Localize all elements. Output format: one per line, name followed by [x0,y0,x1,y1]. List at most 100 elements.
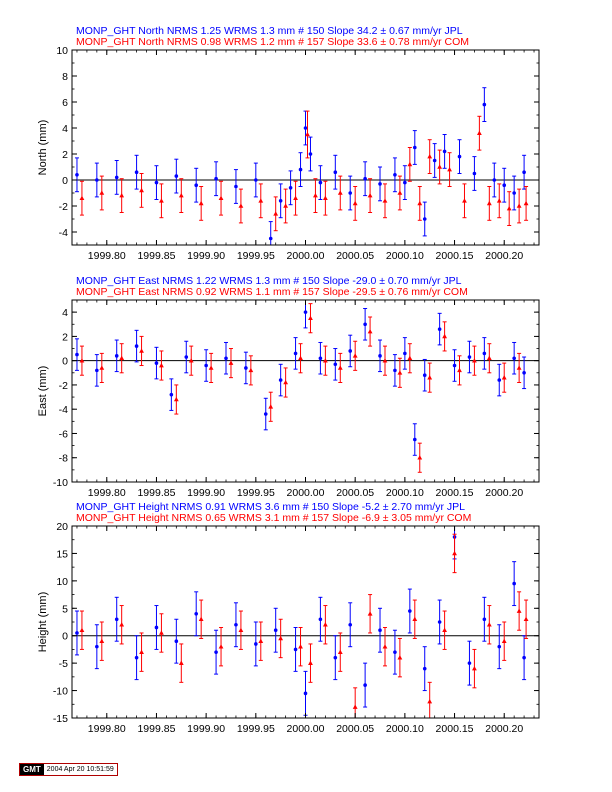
data-point [442,321,448,352]
title-line-jpl: MONP_GHT East NRMS 1.22 WRMS 1.3 mm # 15… [76,275,462,287]
data-point [154,165,159,200]
data-point [482,87,487,122]
data-point [305,110,310,159]
marker-triangle [159,362,164,368]
data-point [293,626,298,672]
marker-triangle [273,211,279,216]
data-point [238,610,244,650]
marker-triangle [337,365,343,370]
data-point [214,161,219,197]
marker-circle [154,361,159,365]
x-tick-label: 2000.15 [436,487,474,499]
data-point [139,173,144,208]
marker-circle [412,145,417,150]
marker-circle [432,158,437,163]
data-point [233,602,238,648]
marker-circle [437,620,442,624]
data-point [412,423,417,456]
data-point [318,341,323,375]
marker-triangle [159,198,164,203]
data-point [382,345,388,376]
marker-circle [244,366,248,370]
marker-triangle [218,644,224,649]
marker-triangle [442,333,448,339]
marker-circle [408,609,412,613]
marker-circle [318,180,323,185]
marker-triangle [178,660,184,665]
data-point [442,134,447,169]
marker-circle [214,176,218,181]
data-point [313,178,318,213]
marker-circle [95,178,99,182]
marker-circle [363,683,367,687]
marker-triangle [501,375,507,380]
marker-triangle [397,655,403,660]
data-point [238,188,244,224]
series-com [79,533,529,718]
marker-circle [333,655,338,660]
title-line-com: MONP_GHT East NRMS 0.92 WRMS 1.1 mm # 15… [76,286,468,298]
marker-triangle [516,203,522,208]
data-point [184,340,189,374]
x-tick-label: 2000.05 [336,250,374,262]
marker-triangle [159,630,164,635]
data-point [278,363,283,397]
data-point [522,635,527,681]
marker-triangle [352,200,358,206]
marker-triangle [173,396,179,402]
data-point [79,610,85,650]
marker-triangle [283,379,289,385]
marker-circle [467,355,472,359]
data-point [303,110,308,146]
x-tick-label: 2000.00 [287,723,325,735]
data-point [218,180,224,216]
data-point [427,362,433,393]
data-point [154,346,159,380]
data-point [322,180,328,216]
data-point [224,341,229,375]
marker-triangle [457,367,462,373]
data-point [298,152,303,187]
marker-circle [522,170,526,174]
marker-circle [174,639,179,643]
data-point [333,635,338,681]
data-point [452,349,457,382]
y-tick-label: -4 [59,404,68,416]
data-area [74,87,529,245]
marker-triangle [407,161,413,167]
data-point [178,643,184,683]
data-point [402,337,407,370]
marker-circle [482,102,487,107]
marker-circle [114,175,119,180]
y-tick-label: 0 [62,175,68,187]
marker-circle [403,180,407,185]
data-point [363,307,368,341]
data-point [506,191,512,226]
data-point [422,646,427,692]
data-point [198,186,204,221]
marker-triangle [367,328,373,334]
data-point [258,621,264,661]
data-point [308,303,313,334]
marker-circle [303,310,308,314]
data-point [94,624,99,670]
data-point [268,221,273,245]
x-tick-label: 1999.80 [88,250,126,262]
marker-triangle [322,622,328,627]
x-tick-label: 1999.85 [137,487,175,499]
marker-triangle [447,167,452,172]
data-point [233,169,238,204]
marker-triangle [412,616,418,622]
marker-circle [333,362,338,367]
marker-circle [273,628,278,633]
x-tick-label: 1999.95 [237,487,275,499]
data-point [303,670,308,716]
data-point [308,643,313,683]
marker-circle [234,184,238,189]
data-point [412,599,418,639]
data-point [198,599,204,639]
data-point [378,166,383,202]
data-point [522,356,527,390]
marker-triangle [523,616,529,622]
marker-triangle [139,348,144,353]
